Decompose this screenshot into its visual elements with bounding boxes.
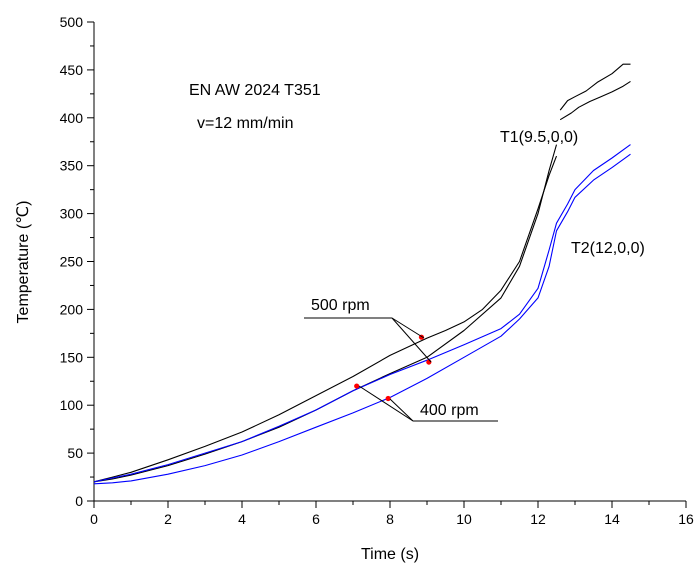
series-line-4 bbox=[559, 80, 631, 121]
marker-point-4 bbox=[385, 395, 391, 402]
series-line-5 bbox=[93, 144, 631, 483]
y-axis-label: Temperature (℃) bbox=[15, 201, 32, 324]
x-tick-label: 0 bbox=[90, 511, 98, 527]
y-tick-label: 100 bbox=[60, 397, 84, 413]
y-tick-label: 0 bbox=[75, 493, 83, 509]
y-tick-label: 200 bbox=[60, 301, 84, 317]
y-tick-label: 150 bbox=[60, 349, 84, 365]
annotation-500rpm: 500 rpm bbox=[311, 297, 370, 314]
x-tick-label: 4 bbox=[238, 511, 246, 527]
x-tick-label: 12 bbox=[530, 511, 546, 527]
series-line-1 bbox=[93, 155, 558, 483]
x-tick-label: 16 bbox=[678, 511, 694, 527]
y-tick-label: 450 bbox=[60, 62, 84, 78]
plot-area: 0 2 4 6 8 10 12 14 16 0 50 100 150 200 250 300 350 400 450… bbox=[60, 14, 694, 527]
y-tick-label: 350 bbox=[60, 158, 84, 174]
leader-400rpm-a bbox=[358, 385, 414, 422]
series-line-2 bbox=[559, 63, 631, 111]
marker-point-3 bbox=[354, 383, 360, 389]
x-tick-label: 14 bbox=[604, 511, 620, 527]
annotation-t2: T2(12,0,0) bbox=[571, 240, 645, 257]
leader-500rpm-b bbox=[391, 317, 432, 363]
x-tick-label: 8 bbox=[386, 511, 394, 527]
y-tick-label: 400 bbox=[60, 110, 84, 126]
x-axis-label: Time (s) bbox=[361, 546, 419, 563]
annotation-t1: T1(9.5,0,0) bbox=[500, 129, 578, 146]
y-tick-label: 50 bbox=[67, 445, 83, 461]
annotation-speed: v=12 mm/min bbox=[197, 115, 293, 132]
series-line-6 bbox=[93, 153, 631, 485]
x-tick-label: 2 bbox=[164, 511, 172, 527]
y-tick-label: 500 bbox=[60, 14, 84, 30]
leader-500rpm-a bbox=[391, 317, 425, 339]
x-tick-label: 6 bbox=[312, 511, 320, 527]
annotation-material: EN AW 2024 T351 bbox=[189, 82, 321, 99]
y-tick-label: 300 bbox=[60, 206, 84, 222]
x-tick-label: 10 bbox=[456, 511, 472, 527]
y-tick-label: 250 bbox=[60, 254, 84, 270]
annotation-400rpm: 400 rpm bbox=[420, 402, 479, 419]
leader-400rpm-b bbox=[389, 398, 414, 422]
